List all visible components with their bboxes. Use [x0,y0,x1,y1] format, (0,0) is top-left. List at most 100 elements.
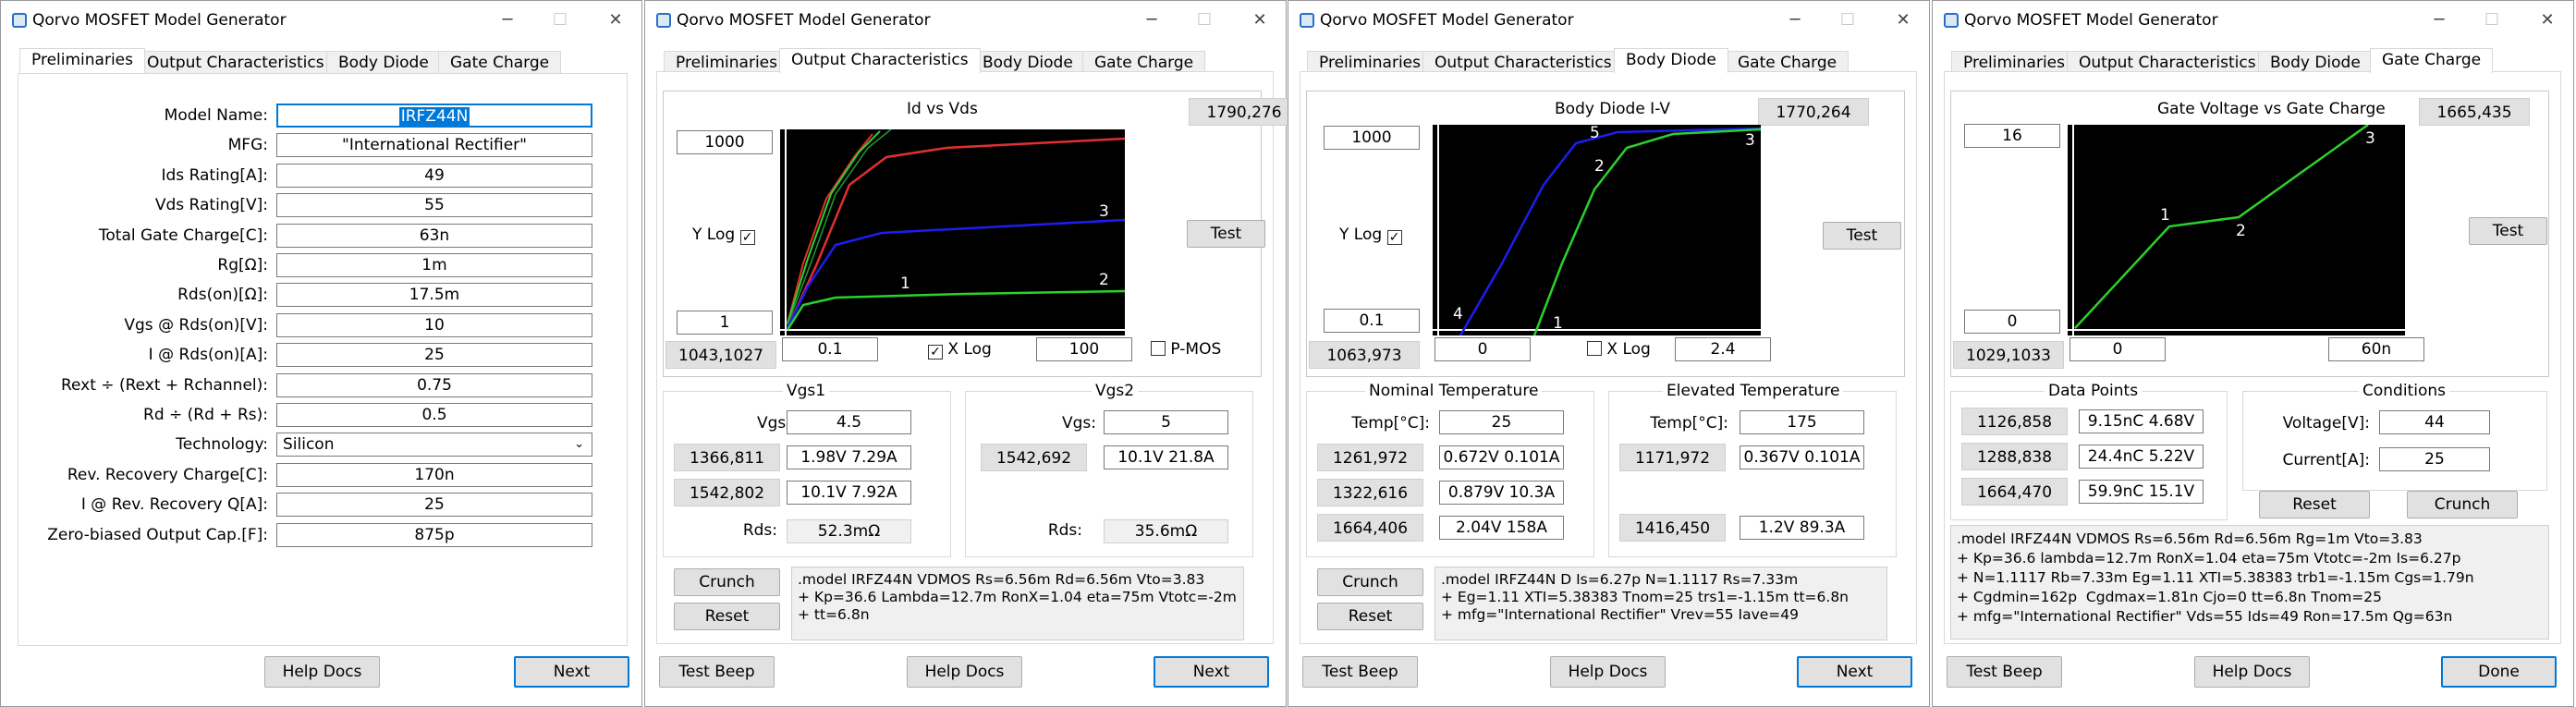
vgs1-point1-value[interactable]: 1.98V 7.29A [787,445,911,469]
tab-gate-charge[interactable]: Gate Charge [438,51,562,74]
nominal-point1-value[interactable]: 0.672V 0.101A [1439,445,1564,469]
minimize-button[interactable]: ─ [1789,10,1801,30]
tab-preliminaries[interactable]: Preliminaries [19,48,145,73]
field-input[interactable]: IRFZ44N [276,104,592,128]
tab-preliminaries[interactable]: Preliminaries [664,51,789,74]
nominal-point3-value[interactable]: 2.04V 158A [1439,516,1564,540]
id-vs-vds-plot[interactable]: 1 2 3 [780,129,1125,335]
close-button[interactable]: ✕ [1252,10,1267,30]
tab-body-diode[interactable]: Body Diode [326,51,441,74]
vgs1-point2-value[interactable]: 10.1V 7.92A [787,481,911,505]
field-input[interactable]: 875p [276,522,592,547]
field-input[interactable]: 17.5m [276,283,592,308]
test-beep-button[interactable]: Test Beep [659,656,775,688]
technology-select[interactable]: Silicon ⌄ [276,433,592,457]
tab-body-diode[interactable]: Body Diode [2258,51,2373,74]
vgs2-point1-coord[interactable]: 1542,692 [981,444,1087,471]
body-diode-iv-plot[interactable]: 4 1 2 3 5 [1433,125,1761,335]
data-point3-coord[interactable]: 1664,470 [1961,478,2068,506]
tab-preliminaries[interactable]: Preliminaries [1951,51,2077,74]
field-input[interactable]: 63n [276,223,592,248]
close-button[interactable]: ✕ [1896,10,1911,30]
help-docs-button[interactable]: Help Docs [2194,656,2310,688]
next-button[interactable]: Next [514,656,629,688]
field-input[interactable]: 10 [276,312,592,337]
gate-charge-plot[interactable]: 1 2 3 [2068,125,2405,335]
y-max-input[interactable]: 1000 [1324,126,1420,150]
help-docs-button[interactable]: Help Docs [907,656,1022,688]
vgs2-point1-value[interactable]: 10.1V 21.8A [1104,445,1228,469]
vgs2-input[interactable]: 5 [1104,410,1228,434]
title-bar[interactable]: Qorvo MOSFET Model Generator ─ ☐ ✕ [1288,1,1929,42]
title-bar[interactable]: Qorvo MOSFET Model Generator ─ ☐ ✕ [645,1,1286,42]
y-max-input[interactable]: 1000 [677,130,773,154]
test-button[interactable]: Test [2469,217,2547,245]
minimize-button[interactable]: ─ [1146,10,1157,30]
field-input[interactable]: 170n [276,462,592,487]
next-button[interactable]: Next [1154,656,1269,688]
data-point2-value[interactable]: 24.4nC 5.22V [2079,445,2204,469]
x-log-checkbox[interactable]: ✓ X Log [928,340,992,360]
x-max-input[interactable]: 100 [1036,337,1132,361]
y-min-input[interactable]: 1 [677,311,773,335]
y-max-input[interactable]: 16 [1964,124,2060,148]
voltage-input[interactable]: 44 [2379,410,2490,434]
field-input[interactable]: 49 [276,163,592,188]
nominal-point2-value[interactable]: 0.879V 10.3A [1439,481,1564,505]
field-input[interactable]: 0.75 [276,372,592,397]
x-max-input[interactable]: 2.4 [1675,337,1771,361]
help-docs-button[interactable]: Help Docs [264,656,380,688]
data-point2-coord[interactable]: 1288,838 [1961,443,2068,470]
close-button[interactable]: ✕ [608,10,623,30]
field-input[interactable]: 1m [276,253,592,277]
close-button[interactable]: ✕ [2540,10,2555,30]
y-log-checkbox[interactable]: Y Log ✓ [1339,226,1402,245]
model-output-text[interactable]: .model IRFZ44N VDMOS Rs=6.56m Rd=6.56m R… [1950,525,2549,640]
tab-output-characteristics[interactable]: Output Characteristics [1422,51,1624,74]
model-output-text[interactable]: .model IRFZ44N D Is=6.27p N=1.1117 Rs=7.… [1435,567,1887,640]
tab-body-diode[interactable]: Body Diode [971,51,1085,74]
vgs1-point1-coord[interactable]: 1366,811 [674,444,780,471]
test-beep-button[interactable]: Test Beep [1302,656,1418,688]
crunch-button[interactable]: Crunch [674,568,780,596]
test-button[interactable]: Test [1823,222,1901,250]
x-min-input[interactable]: 0 [1435,337,1531,361]
elevated-point2-coord[interactable]: 1416,450 [1619,514,1726,542]
nominal-point3-coord[interactable]: 1664,406 [1317,514,1423,542]
field-input[interactable]: 0.5 [276,403,592,427]
nominal-temp-input[interactable]: 25 [1439,410,1564,434]
data-point1-coord[interactable]: 1126,858 [1961,408,2068,435]
field-input[interactable]: 25 [276,493,592,518]
test-beep-button[interactable]: Test Beep [1947,656,2062,688]
reset-button[interactable]: Reset [2259,491,2370,518]
y-min-input[interactable]: 0.1 [1324,309,1420,333]
elevated-point1-value[interactable]: 0.367V 0.101A [1740,445,1864,469]
field-input[interactable]: 25 [276,343,592,368]
y-min-input[interactable]: 0 [1964,310,2060,334]
title-bar[interactable]: Qorvo MOSFET Model Generator ─ ☐ ✕ [1933,1,2573,42]
elevated-temp-input[interactable]: 175 [1740,410,1864,434]
x-min-input[interactable]: 0 [2069,337,2166,361]
elevated-point1-coord[interactable]: 1171,972 [1619,444,1726,471]
title-bar[interactable]: Qorvo MOSFET Model Generator ─ ☐ ✕ [1,1,641,42]
x-log-checkbox[interactable]: X Log [1587,340,1651,359]
vgs1-input[interactable]: 4.5 [787,410,911,434]
reset-button[interactable]: Reset [674,603,780,630]
crunch-button[interactable]: Crunch [2407,491,2518,518]
pmos-checkbox[interactable]: P-MOS [1151,340,1221,359]
reset-button[interactable]: Reset [1317,603,1423,630]
help-docs-button[interactable]: Help Docs [1550,656,1666,688]
tab-gate-charge[interactable]: Gate Charge [1082,51,1206,74]
y-log-checkbox[interactable]: Y Log ✓ [692,226,755,245]
tab-gate-charge[interactable]: Gate Charge [2370,48,2494,73]
tab-body-diode[interactable]: Body Diode [1614,48,1728,73]
elevated-point2-value[interactable]: 1.2V 89.3A [1740,516,1864,540]
next-button[interactable]: Next [1797,656,1912,688]
data-point1-value[interactable]: 9.15nC 4.68V [2079,409,2204,433]
vgs1-point2-coord[interactable]: 1542,802 [674,479,780,506]
x-min-input[interactable]: 0.1 [782,337,878,361]
tab-output-characteristics[interactable]: Output Characteristics [2067,51,2268,74]
field-input[interactable]: "International Rectifier" [276,133,592,158]
crunch-button[interactable]: Crunch [1317,568,1423,596]
tab-output-characteristics[interactable]: Output Characteristics [135,51,336,74]
